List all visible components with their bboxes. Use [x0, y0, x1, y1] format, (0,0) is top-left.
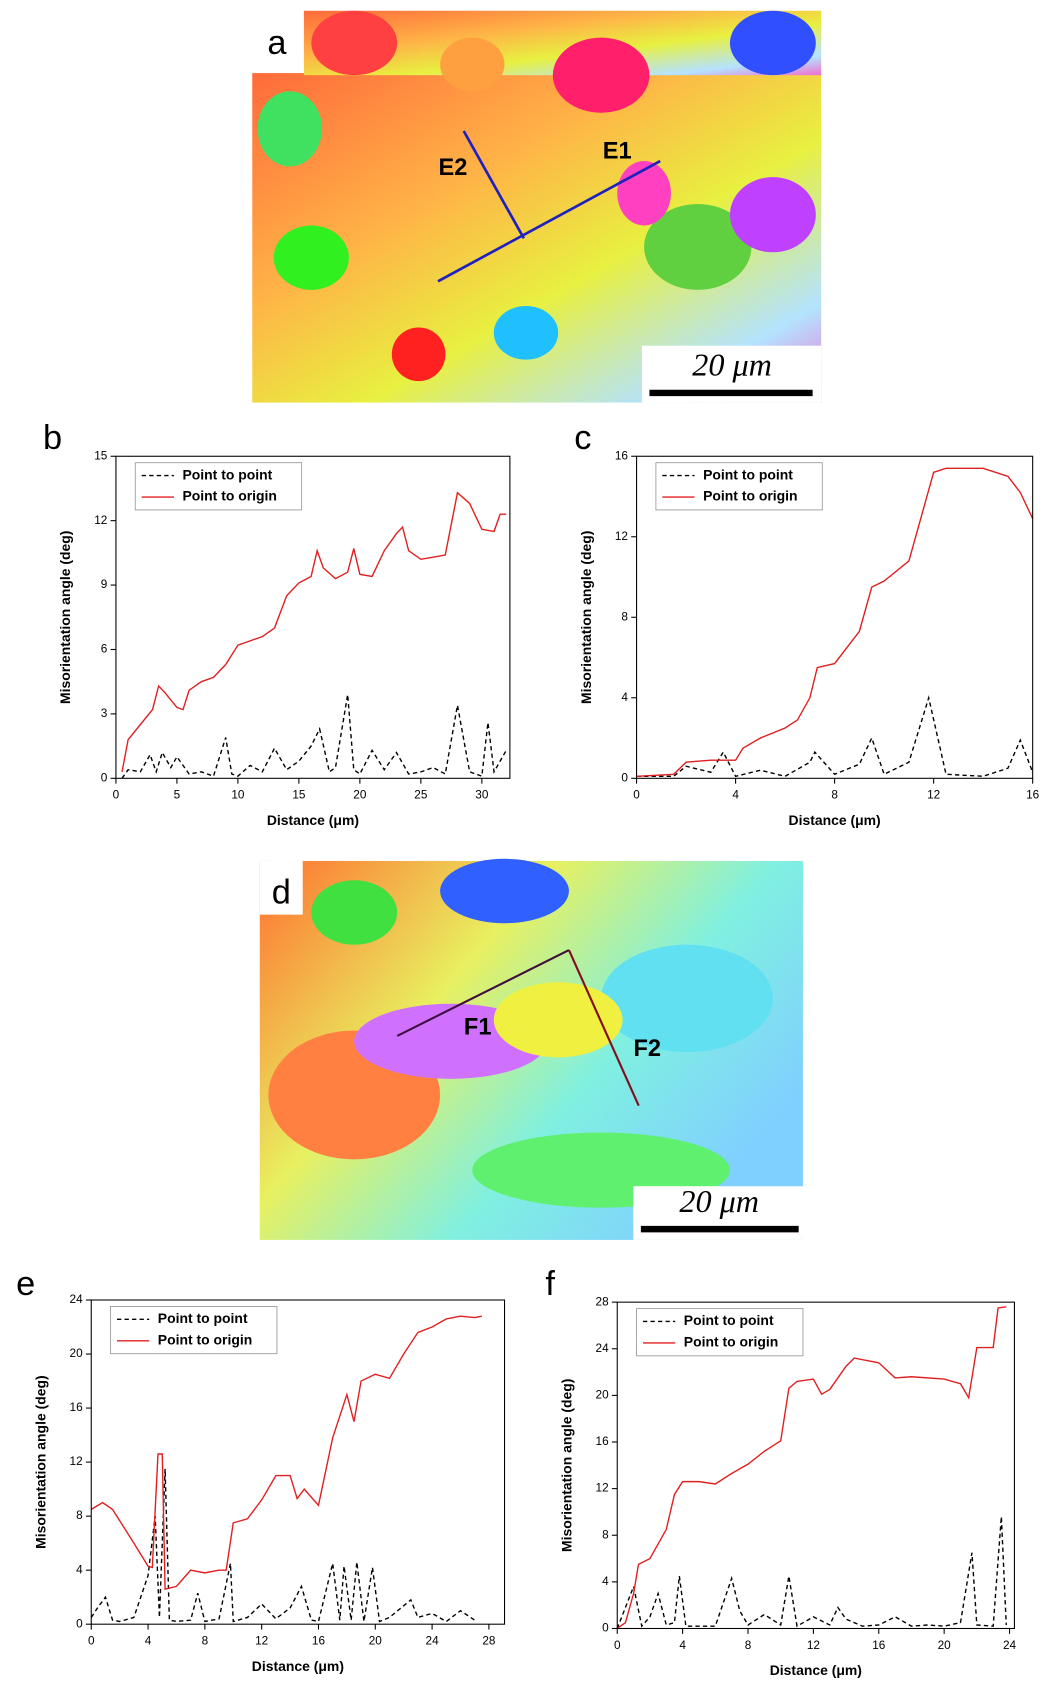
y-tick-label: 20 — [70, 1346, 84, 1360]
y-tick-label: 0 — [602, 1621, 609, 1635]
x-axis-label: Distance (μm) — [770, 1662, 862, 1678]
y-tick-label: 16 — [70, 1400, 84, 1414]
y-axis-label: Misorientation angle (deg) — [33, 1375, 49, 1548]
x-tick-label: 16 — [872, 1638, 886, 1652]
x-tick-label: 8 — [202, 1633, 209, 1647]
x-tick-label: 28 — [482, 1633, 496, 1647]
panel-label: d — [272, 873, 291, 911]
x-tick-label: 5 — [174, 788, 181, 802]
y-tick-label: 16 — [596, 1434, 610, 1448]
plot-frame — [616, 1301, 1015, 1630]
y-tick-label: 12 — [615, 529, 628, 543]
line-label: F1 — [464, 1015, 492, 1041]
legend-box — [636, 1308, 804, 1357]
y-tick-label: 6 — [101, 642, 108, 656]
y-tick-label: 0 — [101, 770, 108, 784]
x-tick-label: 0 — [614, 1638, 621, 1652]
x-tick-label: 12 — [807, 1638, 820, 1652]
legend-box — [655, 462, 823, 511]
legend-box — [110, 1306, 278, 1355]
y-tick-label: 16 — [615, 448, 629, 462]
x-tick-label: 24 — [1003, 1638, 1017, 1652]
scale-bar-label: 20 μm — [679, 1183, 759, 1219]
data-line — [90, 1468, 476, 1623]
scale-bar-label: 20 μm — [692, 347, 772, 383]
y-tick-label: 28 — [596, 1294, 610, 1308]
y-tick-label: 24 — [596, 1341, 610, 1355]
line-label: F2 — [634, 1036, 662, 1062]
legend-label: Point to point — [684, 1312, 774, 1328]
data-line — [616, 1306, 1007, 1630]
plot-frame — [115, 455, 511, 779]
y-tick-label: 15 — [94, 448, 108, 462]
legend-box — [134, 462, 303, 511]
data-line — [616, 1516, 1007, 1629]
x-tick-label: 8 — [831, 788, 838, 802]
x-axis-label: Distance (μm) — [267, 812, 359, 828]
x-tick-label: 0 — [88, 1633, 95, 1647]
y-axis-label: Misorientation angle (deg) — [578, 531, 594, 704]
line-label: E2 — [439, 155, 468, 181]
data-line — [636, 695, 1034, 778]
x-tick-label: 16 — [312, 1633, 326, 1647]
x-axis-label: Distance (μm) — [252, 1658, 344, 1674]
x-tick-label: 4 — [145, 1633, 152, 1647]
x-tick-label: 20 — [938, 1638, 952, 1652]
y-tick-label: 8 — [76, 1508, 83, 1522]
legend-label: Point to point — [158, 1310, 248, 1326]
y-tick-label: 3 — [101, 706, 108, 720]
legend-label: Point to origin — [703, 488, 797, 504]
x-tick-label: 20 — [369, 1633, 383, 1647]
panel-label: e — [16, 1265, 35, 1303]
y-tick-label: 8 — [602, 1527, 609, 1541]
panel-label: f — [545, 1265, 555, 1303]
x-tick-label: 4 — [679, 1638, 686, 1652]
line-label: E1 — [603, 139, 632, 165]
data-line — [636, 467, 1034, 777]
data-line — [121, 694, 507, 779]
x-tick-label: 30 — [475, 788, 489, 802]
y-tick-label: 24 — [70, 1292, 84, 1306]
y-axis-label: Misorientation angle (deg) — [57, 531, 73, 704]
x-tick-label: 20 — [353, 788, 367, 802]
y-tick-label: 20 — [596, 1387, 610, 1401]
x-tick-label: 15 — [292, 788, 306, 802]
y-axis-label: Misorientation angle (deg) — [559, 1379, 575, 1552]
y-tick-label: 4 — [602, 1574, 609, 1588]
y-tick-label: 4 — [76, 1562, 83, 1576]
panel-label: a — [267, 24, 287, 62]
legend-label: Point to origin — [182, 488, 276, 504]
x-tick-label: 24 — [426, 1633, 440, 1647]
y-tick-label: 0 — [621, 770, 628, 784]
y-tick-label: 12 — [70, 1454, 83, 1468]
panel-label: b — [43, 419, 62, 457]
legend-label: Point to point — [182, 466, 272, 482]
y-tick-label: 12 — [596, 1481, 609, 1495]
legend-label: Point to point — [703, 466, 793, 482]
x-tick-label: 12 — [255, 1633, 268, 1647]
x-tick-label: 12 — [927, 788, 940, 802]
y-tick-label: 12 — [94, 513, 107, 527]
x-tick-label: 0 — [113, 788, 120, 802]
legend-label: Point to origin — [158, 1331, 252, 1347]
y-tick-label: 0 — [76, 1616, 83, 1630]
x-tick-label: 25 — [414, 788, 428, 802]
data-line — [90, 1315, 482, 1590]
x-tick-label: 10 — [231, 788, 245, 802]
data-line — [121, 491, 507, 772]
x-tick-label: 16 — [1026, 788, 1040, 802]
y-tick-label: 9 — [101, 577, 108, 591]
x-axis-label: Distance (μm) — [789, 812, 881, 828]
ebsd-map — [259, 858, 803, 1240]
y-tick-label: 4 — [621, 690, 628, 704]
x-tick-label: 8 — [745, 1638, 752, 1652]
x-tick-label: 4 — [732, 788, 739, 802]
panel-label: c — [574, 419, 591, 457]
legend-label: Point to origin — [684, 1334, 778, 1350]
x-tick-label: 0 — [633, 788, 640, 802]
y-tick-label: 8 — [621, 609, 628, 623]
ebsd-map — [252, 10, 822, 403]
